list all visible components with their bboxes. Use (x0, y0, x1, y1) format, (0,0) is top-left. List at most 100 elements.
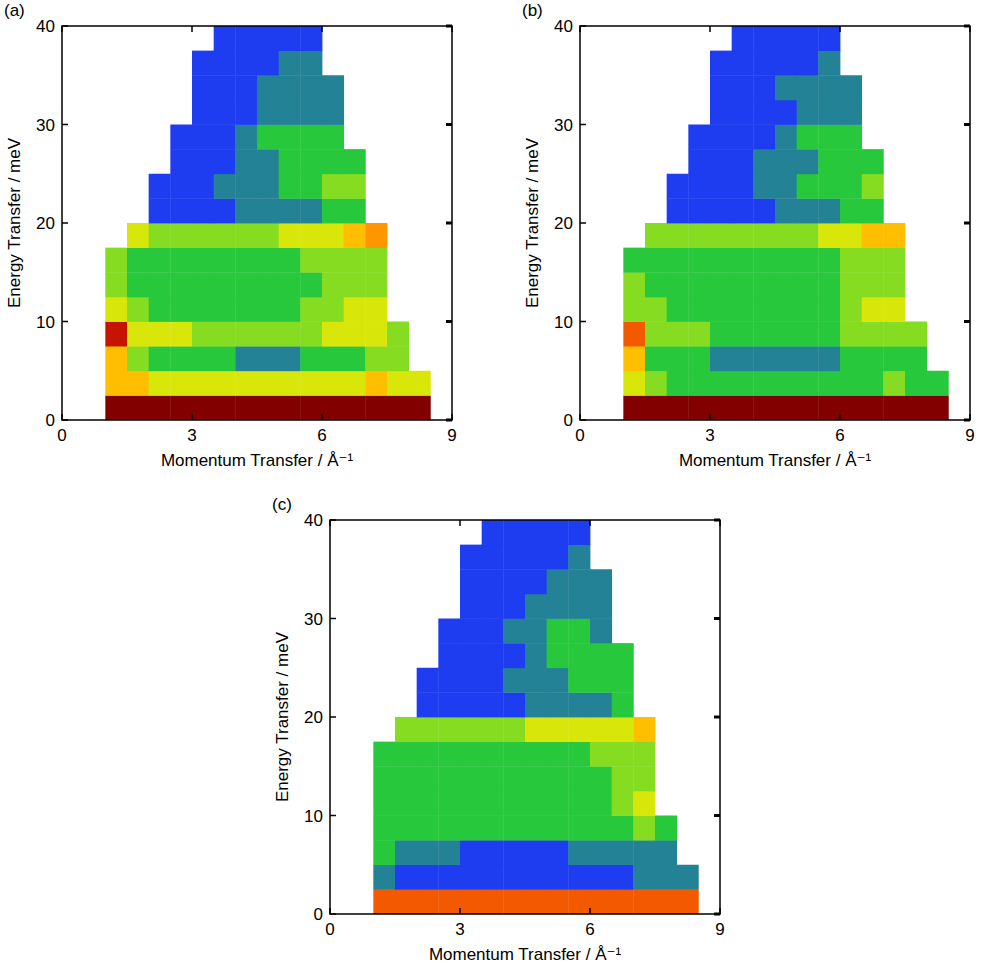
cell (170, 322, 192, 347)
cell (775, 51, 797, 76)
cell (438, 865, 460, 890)
cell (395, 840, 417, 865)
cell (149, 272, 171, 297)
panel-letter: (b) (522, 1, 543, 20)
panel-letter: (c) (272, 495, 292, 514)
cell (525, 520, 547, 545)
cell (710, 75, 732, 100)
cell (417, 766, 439, 791)
cell (373, 816, 395, 841)
y-tick (330, 519, 336, 521)
cell (127, 297, 149, 322)
cell (568, 569, 590, 594)
cell (300, 223, 322, 248)
cell (149, 322, 171, 347)
x-tick (589, 908, 591, 914)
cell (818, 125, 840, 150)
cell (883, 248, 905, 273)
cell (279, 395, 301, 420)
y-tick-label: 10 (304, 807, 323, 826)
y-tick (446, 320, 452, 323)
cell (482, 865, 504, 890)
cell (257, 371, 279, 396)
y-tick (330, 716, 336, 718)
y-tick (580, 25, 586, 27)
cell (105, 272, 127, 297)
y-tick-label: 40 (304, 511, 323, 530)
cell (623, 346, 645, 371)
cell (503, 569, 525, 594)
cell (503, 692, 525, 717)
cell (677, 865, 699, 890)
cell (612, 816, 634, 841)
cell (279, 149, 301, 174)
cell (645, 346, 667, 371)
cell (149, 248, 171, 273)
cell (797, 174, 819, 199)
cell (482, 619, 504, 644)
cell (235, 75, 257, 100)
y-tick (330, 913, 336, 915)
cell (667, 174, 689, 199)
x-tick (191, 26, 193, 32)
cell (525, 594, 547, 619)
cell (365, 371, 387, 396)
cell (279, 125, 301, 150)
cell (322, 248, 344, 273)
cell (127, 395, 149, 420)
cell (590, 692, 612, 717)
cell (547, 840, 569, 865)
cell (417, 717, 439, 742)
cell (149, 174, 171, 199)
cell (883, 223, 905, 248)
cell (235, 371, 257, 396)
cell (568, 717, 590, 742)
cell (710, 322, 732, 347)
cell (753, 395, 775, 420)
cell (503, 520, 525, 545)
y-tick (446, 25, 452, 28)
cell (257, 174, 279, 199)
x-tick-label: 3 (705, 426, 714, 445)
cell (438, 643, 460, 668)
cell (547, 520, 569, 545)
y-tick (964, 222, 970, 225)
cell (482, 520, 504, 545)
y-tick (62, 25, 68, 27)
y-axis-title: Energy Transfer / meV (5, 137, 24, 308)
cell (840, 248, 862, 273)
cell (482, 569, 504, 594)
cell (623, 371, 645, 396)
y-tick (62, 124, 68, 126)
cell (818, 100, 840, 125)
cell (192, 395, 214, 420)
cell (710, 51, 732, 76)
cell (710, 149, 732, 174)
y-tick (330, 618, 336, 620)
cell (547, 569, 569, 594)
x-tick-label: 6 (317, 426, 326, 445)
cell (214, 272, 236, 297)
cell (688, 248, 710, 273)
cell (732, 248, 754, 273)
cell (395, 816, 417, 841)
cell (365, 297, 387, 322)
x-tick (329, 908, 331, 914)
cell (818, 75, 840, 100)
cell (710, 371, 732, 396)
cell (633, 889, 655, 914)
cell (503, 619, 525, 644)
cell (633, 742, 655, 767)
cell (322, 322, 344, 347)
cell (568, 791, 590, 816)
cell (365, 272, 387, 297)
cell (612, 742, 634, 767)
cell (688, 371, 710, 396)
cell (235, 346, 257, 371)
x-tick (579, 26, 581, 32)
cell (797, 371, 819, 396)
cell (373, 840, 395, 865)
cell (753, 223, 775, 248)
cell (732, 75, 754, 100)
cell (753, 297, 775, 322)
